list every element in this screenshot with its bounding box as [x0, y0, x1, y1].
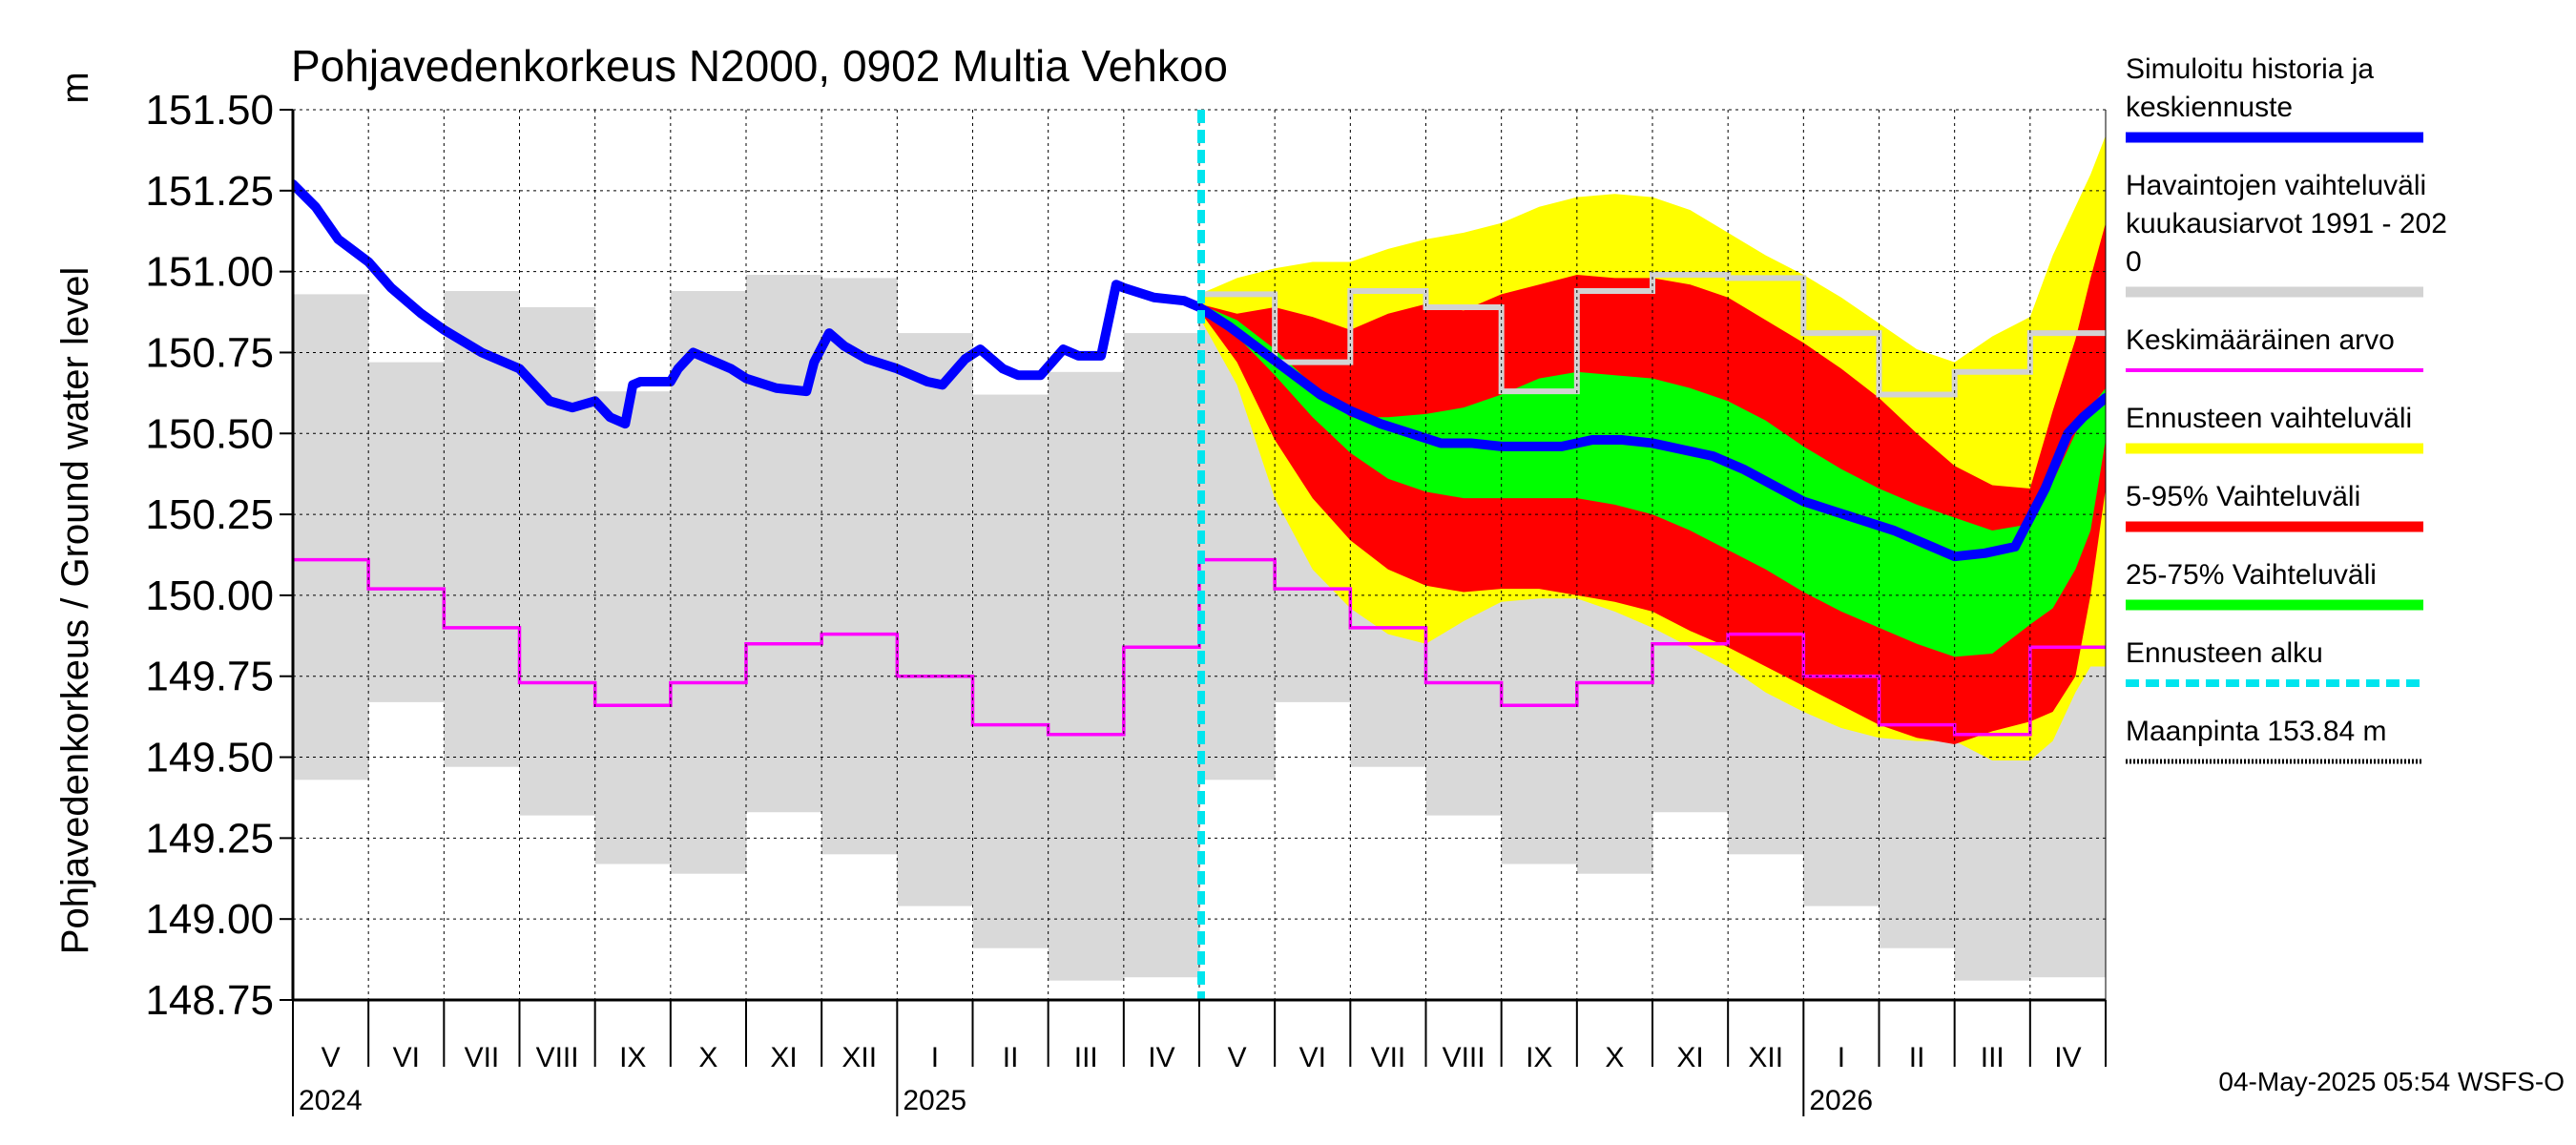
y-tick-label: 149.25 — [145, 815, 274, 862]
legend-label: keskiennuste — [2126, 92, 2293, 123]
y-tick-label: 150.00 — [145, 572, 274, 619]
y-tick-label: 151.25 — [145, 168, 274, 215]
month-label: V — [322, 1042, 341, 1073]
legend-label: 25-75% Vaihteluväli — [2126, 559, 2377, 591]
month-label: VII — [1371, 1042, 1406, 1073]
observed-range-bar — [444, 290, 520, 767]
month-label: XI — [1676, 1042, 1703, 1073]
month-label: XI — [770, 1042, 797, 1073]
month-label: X — [698, 1042, 717, 1073]
observed-range-bar — [368, 362, 445, 702]
legend-label: 5-95% Vaihteluväli — [2126, 481, 2360, 512]
y-tick-label: 149.50 — [145, 735, 274, 781]
y-tick-label: 149.00 — [145, 896, 274, 943]
month-label: III — [1981, 1042, 2005, 1073]
observed-range-bar — [519, 306, 596, 816]
y-tick-label: 148.75 — [145, 977, 274, 1024]
series-line — [293, 179, 2106, 562]
y-tick-label: 150.25 — [145, 491, 274, 538]
observed-range-bar — [897, 333, 973, 906]
y-tick-label: 151.00 — [145, 249, 274, 296]
observed-range-bar — [1048, 371, 1125, 981]
month-label: IV — [1148, 1042, 1174, 1073]
observed-range-bar — [821, 278, 898, 855]
legend-label: Ennusteen vaihteluväli — [2126, 403, 2412, 434]
legend-label: kuukausiarvot 1991 - 202 — [2126, 208, 2447, 239]
legend-label: Maanpinta 153.84 m — [2126, 716, 2387, 747]
month-label: X — [1605, 1042, 1624, 1073]
year-label: 2025 — [903, 1085, 966, 1116]
y-tick-label: 149.75 — [145, 654, 274, 700]
month-label: II — [1003, 1042, 1019, 1073]
chart-title: Pohjavedenkorkeus N2000, 0902 Multia Veh… — [291, 41, 1228, 91]
month-label: V — [1228, 1042, 1247, 1073]
month-label: I — [931, 1042, 939, 1073]
legend-label: Ennusteen alku — [2126, 637, 2323, 669]
month-label: III — [1074, 1042, 1098, 1073]
legend: Simuloitu historia ja keskiennuste Havaint… — [2126, 53, 2447, 764]
band-25-75 — [1199, 303, 2106, 657]
observed-range-bar — [746, 275, 822, 813]
month-label: IX — [1526, 1042, 1552, 1073]
month-label: XII — [1748, 1042, 1783, 1073]
year-label: 2024 — [299, 1085, 363, 1116]
y-axis-label: Pohjavedenkorkeus / Ground water level — [54, 267, 96, 954]
year-label: 2026 — [1809, 1085, 1873, 1116]
legend-label: 0 — [2126, 246, 2142, 278]
month-label: VIII — [1443, 1042, 1485, 1073]
y-tick-label: 151.50 — [145, 87, 274, 134]
month-label: VI — [1299, 1042, 1326, 1073]
month-label: IX — [619, 1042, 646, 1073]
observed-range-bar — [1123, 333, 1200, 978]
observed-range-bar — [972, 394, 1049, 948]
y-axis-unit: m — [54, 72, 96, 103]
observed-range-bar — [594, 391, 672, 864]
month-label: I — [1838, 1042, 1845, 1073]
y-tick-label: 150.50 — [145, 410, 274, 457]
legend-label: Keskimääräinen arvo — [2126, 324, 2395, 356]
month-label: VII — [465, 1042, 500, 1073]
month-label: VI — [393, 1042, 420, 1073]
y-tick-label: 150.75 — [145, 329, 274, 376]
month-label: II — [1909, 1042, 1925, 1073]
observed-range-bar — [670, 290, 747, 874]
axes: 151.50 151.25 151.00 150.75 150.50 150.25 150.… — [145, 87, 2107, 1116]
timestamp-footer: 04-May-2025 05:54 WSFS-O — [2218, 1067, 2565, 1096]
legend-label: Simuloitu historia ja — [2126, 53, 2374, 85]
month-label: VIII — [536, 1042, 579, 1073]
month-label: IV — [2054, 1042, 2081, 1073]
legend-label: Havaintojen vaihteluväli — [2126, 170, 2426, 201]
month-label: XII — [841, 1042, 877, 1073]
observed-range-bar — [293, 294, 369, 781]
